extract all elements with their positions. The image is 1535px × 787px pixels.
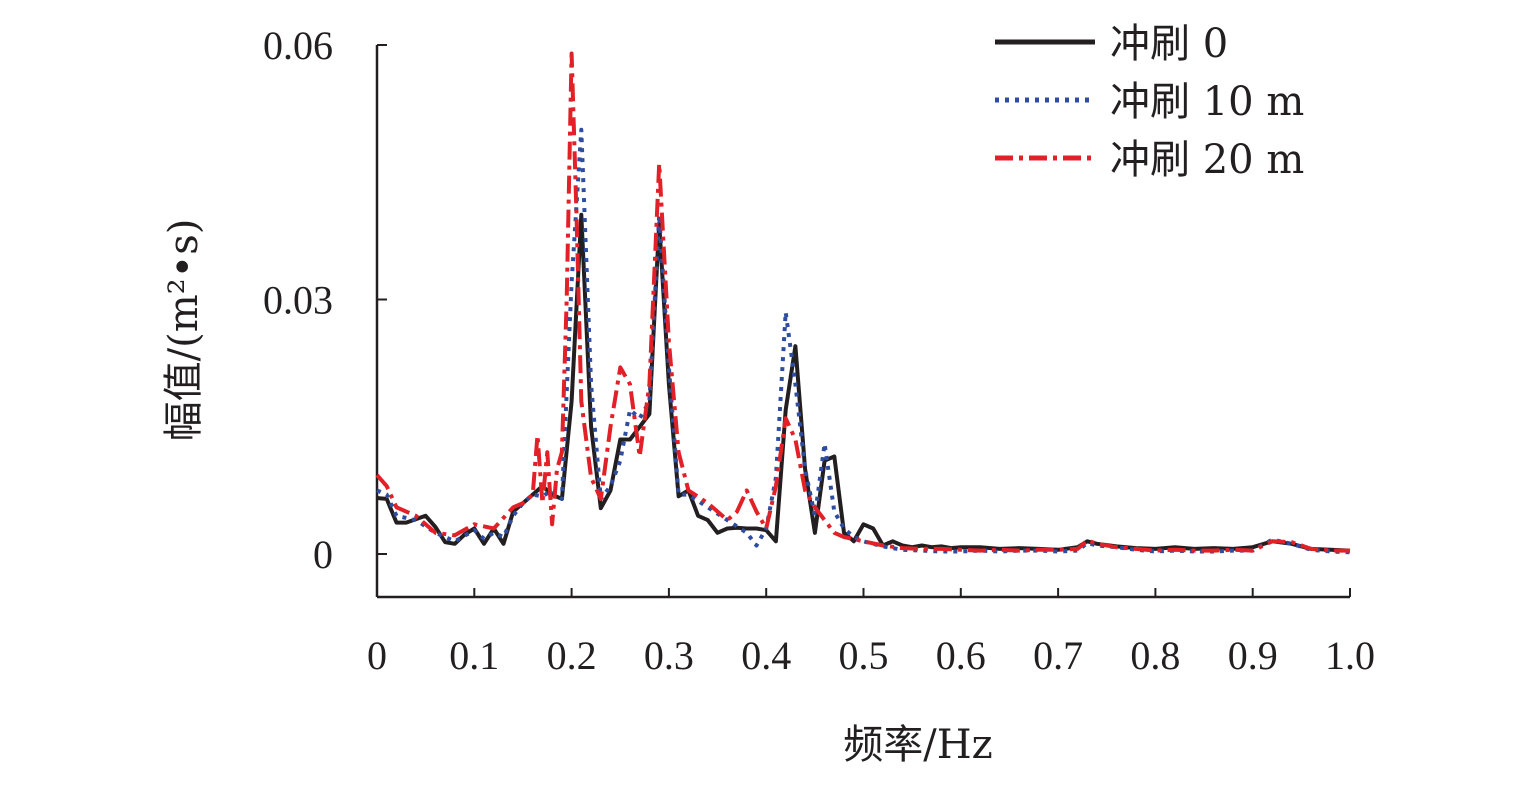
x-tick-label: 0.7 (1033, 633, 1083, 678)
x-tick-label: 0 (367, 633, 387, 678)
series-line-1 (376, 212, 1351, 553)
legend: 冲刷 0 冲刷 10 m 冲刷 20 m (995, 21, 1304, 183)
x-tick-label: 0.6 (936, 633, 986, 678)
y-tick-label: 0 (313, 532, 333, 577)
x-tick-label: 0.1 (449, 633, 499, 678)
x-tick-label: 0.3 (644, 633, 694, 678)
x-tick-label: 0.9 (1228, 633, 1278, 678)
legend-label-1: 冲刷 0 (1110, 21, 1228, 67)
series-line-2 (376, 127, 1351, 555)
x-tick-label: 0.2 (547, 633, 597, 678)
x-tick-label: 0.4 (741, 633, 791, 678)
x-tick-label: 1.0 (1325, 633, 1375, 678)
x-tick-label: 0.8 (1130, 633, 1180, 678)
x-tick-label: 0.5 (839, 633, 889, 678)
y-axis-title: 幅值/(m²•s) (161, 219, 207, 442)
series-line-3 (375, 51, 1350, 553)
y-tick-label: 0.06 (263, 23, 333, 68)
legend-label-3: 冲刷 20 m (1110, 137, 1304, 183)
series-lines (375, 51, 1351, 555)
legend-label-2: 冲刷 10 m (1110, 79, 1304, 125)
x-axis-title: 频率/Hz (843, 722, 992, 768)
ticks: 0 0.1 0.2 0.3 0.4 0.5 0.6 0.7 0.8 0.9 1.0 0 0.03 0.06 (263, 23, 1375, 678)
y-tick-label: 0.03 (263, 278, 333, 323)
axes (375, 45, 1350, 599)
